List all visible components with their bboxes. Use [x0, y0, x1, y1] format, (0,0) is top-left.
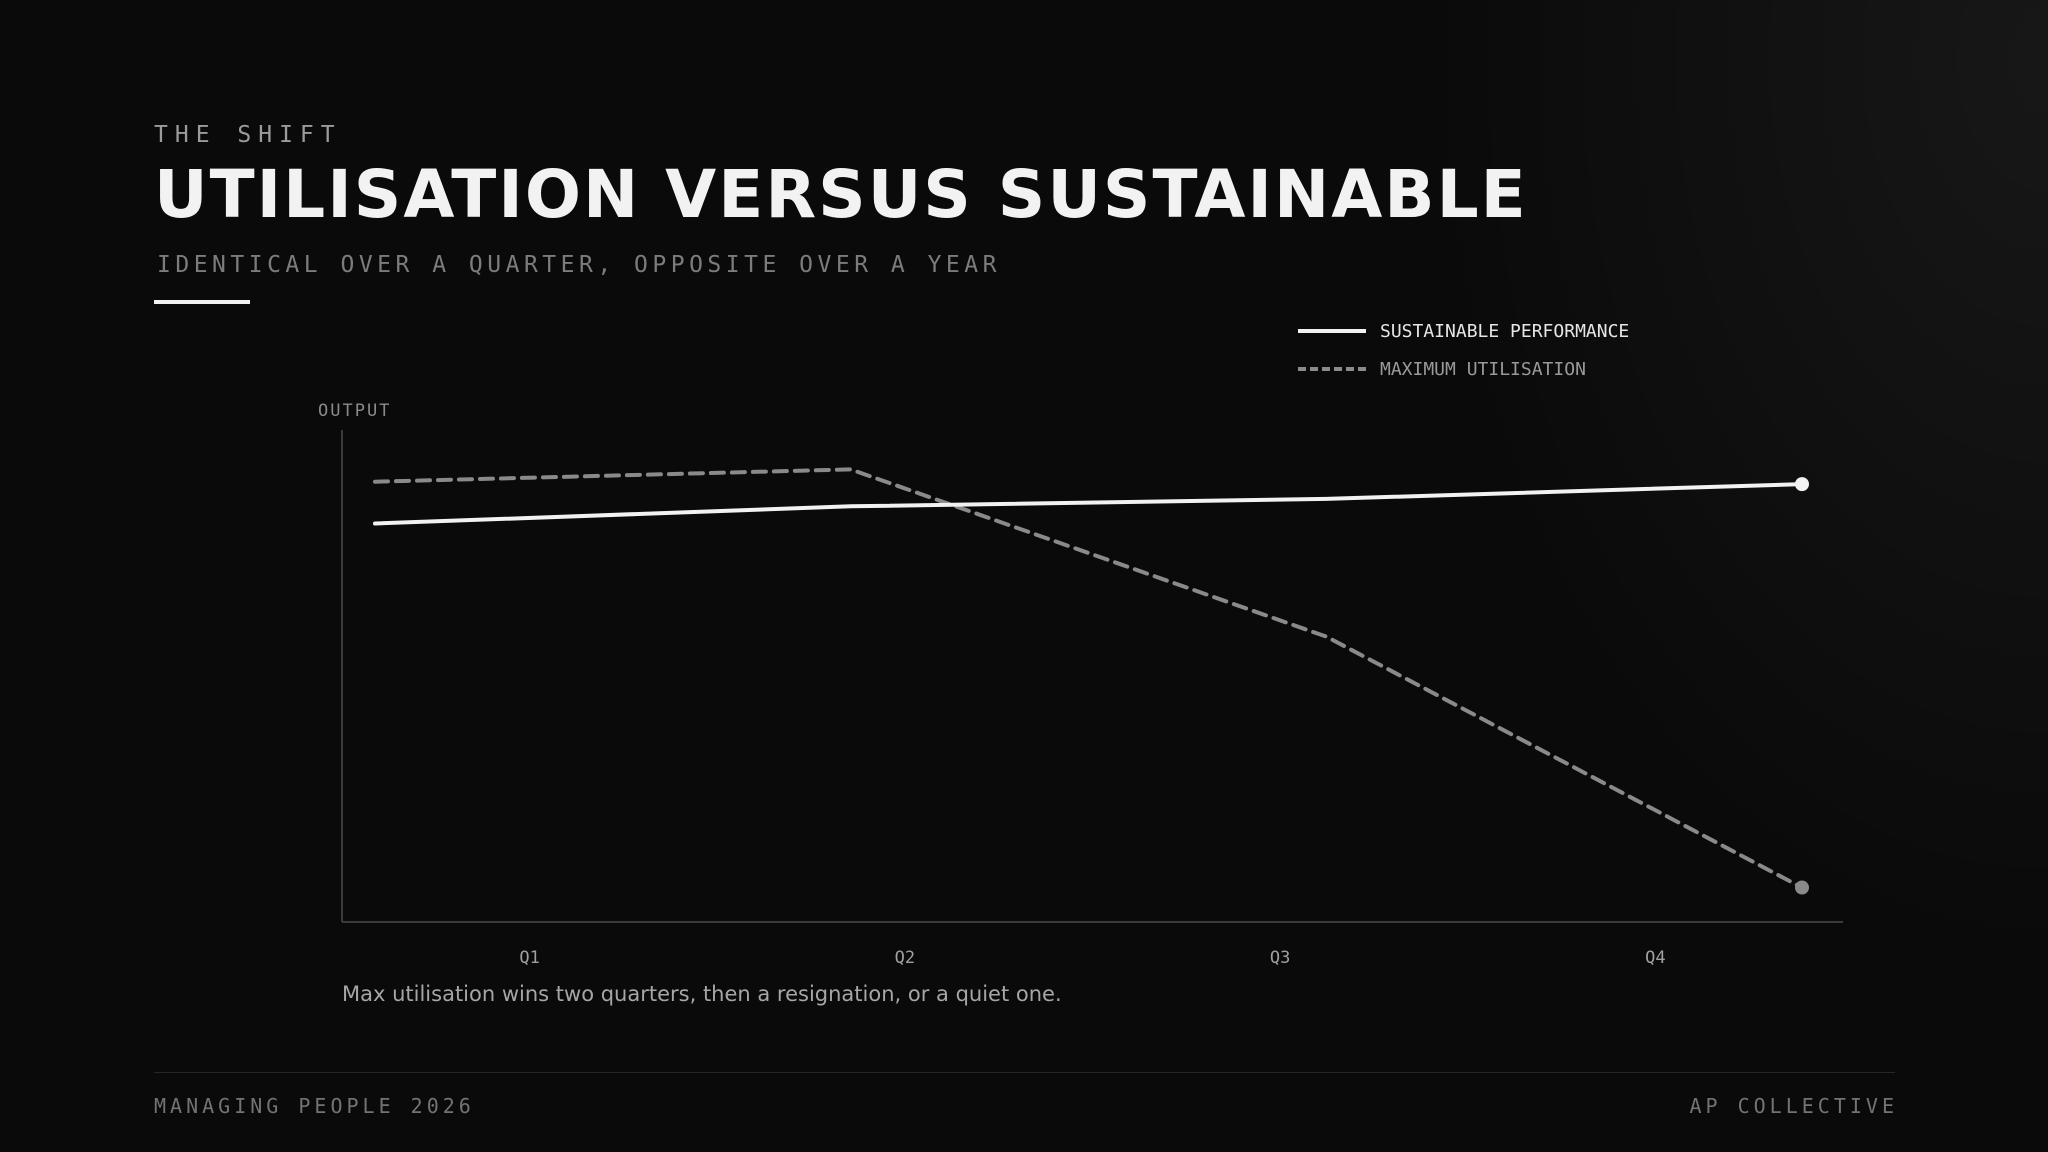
legend-swatch-dashed: [1298, 367, 1366, 371]
footer-right-text: AP COLLECTIVE: [1689, 1094, 1898, 1118]
slide-subtitle: IDENTICAL OVER A QUARTER, OPPOSITE OVER …: [157, 252, 1001, 278]
x-tick-label-q3: Q3: [1270, 948, 1290, 968]
legend-label-utilisation: MAXIMUM UTILISATION: [1380, 358, 1586, 380]
chart-legend: SUSTAINABLE PERFORMANCE MAXIMUM UTILISAT…: [1298, 312, 1629, 388]
legend-item-sustainable: SUSTAINABLE PERFORMANCE: [1298, 312, 1629, 350]
eyebrow-label: THE SHIFT: [154, 122, 342, 148]
x-tick-labels: Q1 Q2 Q3 Q4: [519, 948, 1665, 968]
x-tick-label-q4: Q4: [1645, 948, 1665, 968]
chart-annotation: Max utilisation wins two quarters, then …: [342, 982, 1062, 1006]
footer-divider: [154, 1072, 1895, 1073]
accent-rule: [154, 300, 250, 304]
footer-left-text: MANAGING PEOPLE 2026: [154, 1094, 475, 1118]
sustainable-end-point: [1795, 477, 1809, 492]
legend-swatch-solid: [1298, 329, 1366, 333]
series-layer: [373, 467, 1809, 895]
slide-title: UTILISATION VERSUS SUSTAINABLE: [154, 156, 1528, 233]
sustainable-series-line: [373, 482, 1804, 526]
x-tick-label-q2: Q2: [895, 948, 915, 968]
legend-label-sustainable: SUSTAINABLE PERFORMANCE: [1380, 320, 1630, 342]
utilisation-series-line: [373, 467, 1804, 890]
utilisation-end-point: [1795, 880, 1809, 895]
y-axis-label: OUTPUT: [318, 401, 391, 421]
legend-item-utilisation: MAXIMUM UTILISATION: [1298, 350, 1629, 388]
x-tick-label-q1: Q1: [519, 948, 539, 968]
